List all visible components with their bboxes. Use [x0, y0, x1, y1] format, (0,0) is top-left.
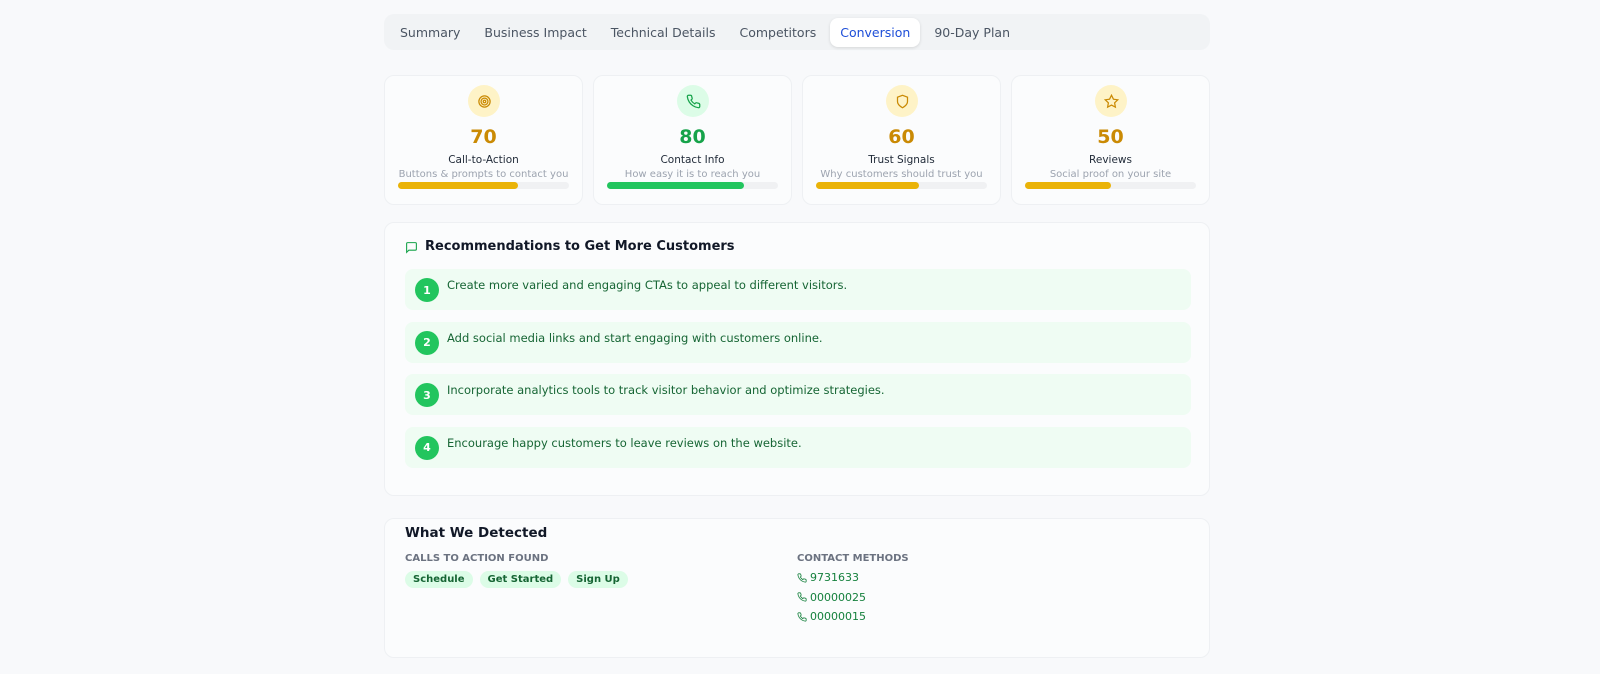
recommendation-text: Create more varied and engaging CTAs to …	[447, 278, 848, 292]
recommendation-text: Encourage happy customers to leave revie…	[447, 435, 802, 450]
metric-icon	[677, 85, 709, 117]
icon	[477, 94, 491, 108]
recommendation-text: Add social media links and start engagin…	[447, 330, 823, 345]
metric-description: Why customers should trust you	[820, 169, 983, 180]
progress-track	[1025, 182, 1196, 189]
progress-bar	[1025, 182, 1111, 189]
metric-score: 70	[470, 126, 497, 148]
recommendation: 2 Add social media links and start engagi…	[405, 321, 1191, 363]
ctas-label: CALLS TO ACTION FOUND	[405, 553, 549, 564]
metric-icon	[886, 85, 918, 117]
cta-chip: Schedule	[405, 571, 473, 588]
tab[interactable]: 90-Day Plan	[934, 24, 1010, 40]
phone-icon	[797, 592, 807, 602]
metric-card: 50 Reviews Social proof on your site	[1011, 75, 1210, 205]
contact-value: 00000025	[810, 590, 866, 604]
metric-label: Call-to-Action	[448, 154, 519, 166]
contact-value: 00000015	[810, 610, 866, 623]
phone-icon	[797, 572, 807, 583]
metric-description: How easy it is to reach you	[624, 169, 761, 180]
metric-description: Social proof on your site	[1049, 169, 1172, 180]
cta-chip: Sign Up	[568, 571, 628, 588]
icon	[1103, 93, 1119, 108]
contact-method: 9731633	[797, 571, 859, 584]
metric-score: 50	[1097, 126, 1124, 148]
metric-description: Buttons & prompts to contact you	[398, 169, 569, 180]
phone-icon	[797, 611, 807, 622]
metric-label: Trust Signals	[868, 154, 935, 166]
metric-label: Reviews	[1089, 154, 1132, 166]
contact-value: 9731633	[810, 571, 859, 584]
recommendation-number: 1	[415, 278, 439, 302]
recommendation-text: Incorporate analytics tools to track vis…	[447, 383, 885, 397]
contacts-label: CONTACT METHODS	[797, 553, 909, 564]
metric-icon	[1095, 85, 1127, 117]
recommendation-number: 4	[415, 435, 439, 460]
metric-card: 70 Call-to-Action Buttons & prompts to con…	[384, 75, 583, 205]
progress-track	[607, 182, 778, 189]
recommendation-number: 3	[415, 383, 439, 407]
metric-icon	[468, 85, 500, 117]
contact-method: 00000025	[797, 591, 866, 604]
metric-score: 80	[679, 126, 706, 148]
progress-bar	[816, 182, 919, 189]
progress-track	[398, 182, 569, 189]
tab[interactable]: Business Impact	[484, 24, 587, 40]
progress-bar	[607, 182, 744, 189]
contact-method: 00000015	[797, 610, 866, 623]
progress-track	[816, 182, 987, 189]
metric-card: 60 Trust Signals Why customers should trus…	[802, 75, 1001, 205]
tab[interactable]: Competitors	[739, 24, 817, 40]
icon	[686, 94, 700, 108]
metric-cards: 70 Call-to-Action Buttons & prompts to con…	[384, 75, 1210, 205]
metric-score: 60	[888, 126, 915, 148]
cta-chip: Get Started	[479, 571, 562, 588]
tab[interactable]: Conversion	[830, 17, 921, 47]
tab[interactable]: Summary	[400, 24, 461, 40]
recommendation: 3 Incorporate analytics tools to track vi…	[405, 374, 1191, 415]
recommendation-number: 2	[415, 330, 439, 355]
metric-label: Contact Info	[660, 154, 725, 166]
detected-title: What We Detected	[405, 525, 548, 541]
chat-icon	[406, 242, 417, 254]
recommendations-title: Recommendations to Get More Customers	[425, 239, 735, 254]
recommendation: 4 Encourage happy customers to leave revi…	[405, 426, 1191, 468]
detected-panel: What We Detected CALLS TO ACTION FOUND C…	[384, 518, 1210, 658]
metric-card: 80 Contact Info How easy it is to reach yo…	[593, 75, 792, 205]
recommendation: 1 Create more varied and engaging CTAs to…	[405, 269, 1191, 310]
icon	[896, 94, 908, 108]
tab-bar: Summary Business Impact Technical Details C…	[384, 14, 1210, 50]
progress-bar	[398, 182, 518, 189]
tab[interactable]: Technical Details	[610, 24, 716, 40]
cta-chips: Schedule Get Started Sign Up	[405, 571, 628, 588]
